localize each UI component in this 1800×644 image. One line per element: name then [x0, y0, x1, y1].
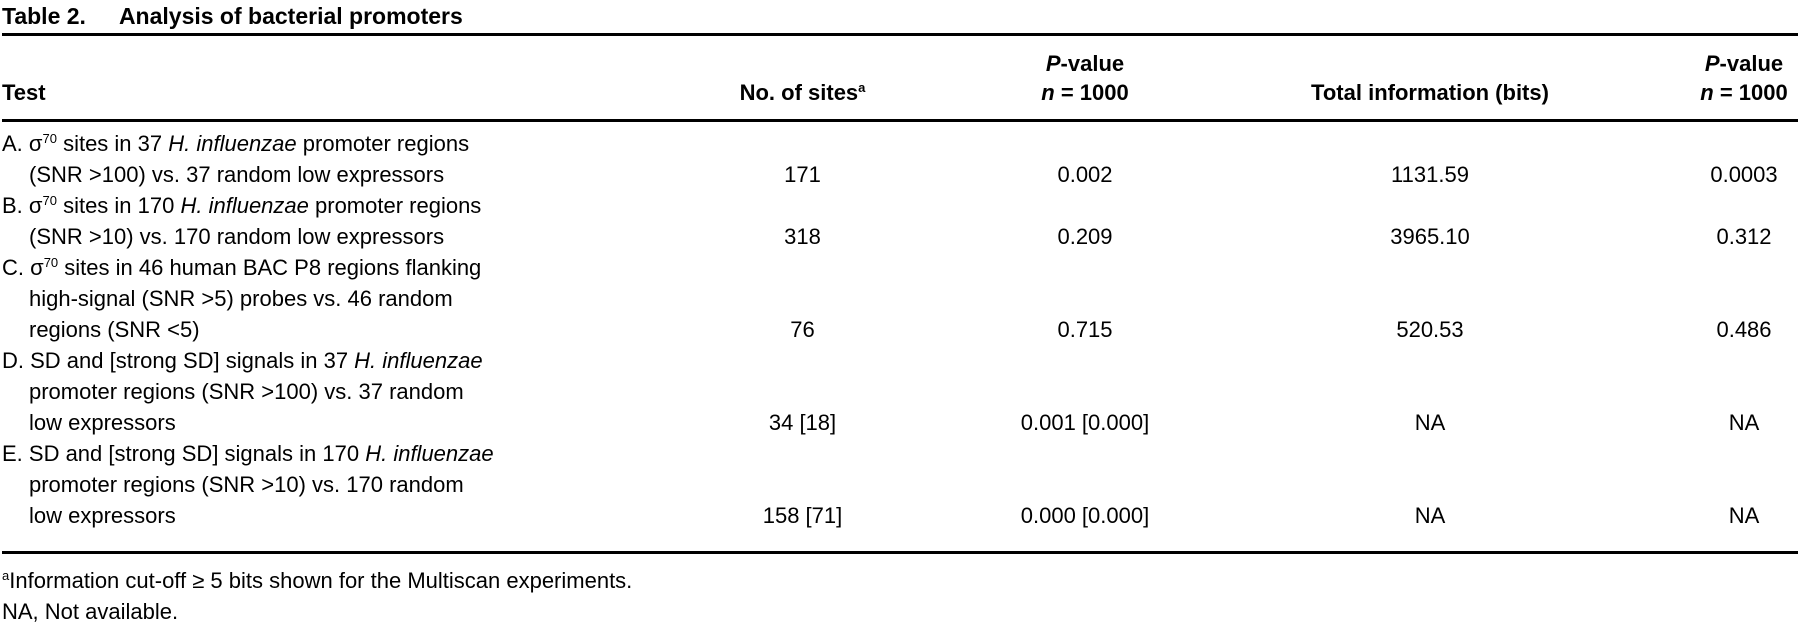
- test-cell: D. SD and [strong SD] signals in 37 H. i…: [2, 345, 645, 438]
- table-title: Table 2. Analysis of bacterial promoters: [2, 3, 1798, 30]
- table-body: A. σ70 sites in 37 H. influenzae promote…: [2, 121, 1798, 553]
- no-of-sites-cell: 158 [71]: [762, 503, 843, 528]
- pvalue-label: P-value: [1045, 51, 1125, 76]
- header-row: Test No. of sitesa P-value n = 1000 Tota…: [2, 36, 1798, 122]
- bacterial-promoters-table: Test No. of sitesa P-value n = 1000 Tota…: [2, 36, 1798, 554]
- table-number: Table 2.: [2, 3, 86, 29]
- total-information-cell: NA: [1414, 503, 1446, 528]
- pvalue-cell: 0.715: [1057, 317, 1113, 342]
- table-row: C. σ70 sites in 46 human BAC P8 regions …: [2, 252, 1798, 345]
- col-header-pvalue-2: P-value n = 1000: [1650, 36, 1798, 122]
- n-equals-1000-label: n = 1000: [1041, 80, 1129, 105]
- pvalue-cell: 0.001 [0.000]: [1020, 410, 1150, 435]
- pvalue-2-cell: 0.0003: [1710, 162, 1778, 187]
- pvalue-2-cell: NA: [1728, 503, 1760, 528]
- table-row: D. SD and [strong SD] signals in 37 H. i…: [2, 345, 1798, 438]
- no-of-sites-cell: 318: [784, 224, 821, 249]
- no-of-sites-cell: 76: [790, 317, 815, 342]
- test-description-line: promoter regions (SNR >10) vs. 170 rando…: [29, 472, 464, 497]
- test-cell: B. σ70 sites in 170 H. influenzae promot…: [2, 190, 645, 252]
- total-information-cell: 1131.59: [1391, 162, 1469, 187]
- title-divider: [2, 33, 1798, 36]
- footnotes: aInformation cut-off ≥ 5 bits shown for …: [2, 565, 1798, 627]
- total-information-cell: 3965.10: [1390, 224, 1470, 249]
- test-cell: C. σ70 sites in 46 human BAC P8 regions …: [2, 252, 645, 345]
- pvalue-cell: 0.002: [1057, 162, 1113, 187]
- total-information-cell: 520.53: [1396, 317, 1464, 342]
- pvalue-2-cell: 0.312: [1716, 224, 1772, 249]
- test-cell: A. σ70 sites in 37 H. influenzae promote…: [2, 121, 645, 191]
- test-description-line: C. σ70 sites in 46 human BAC P8 regions …: [2, 255, 482, 280]
- test-description-line: E. SD and [strong SD] signals in 170 H. …: [2, 441, 494, 466]
- pvalue-cell: 0.000 [0.000]: [1020, 503, 1150, 528]
- test-description-line: regions (SNR <5): [29, 317, 200, 342]
- test-description-line: high-signal (SNR >5) probes vs. 46 rando…: [29, 286, 453, 311]
- table-caption: Analysis of bacterial promoters: [118, 3, 463, 29]
- footnote-information-cutoff: aInformation cut-off ≥ 5 bits shown for …: [2, 568, 633, 593]
- test-description-line: A. σ70 sites in 37 H. influenzae promote…: [2, 131, 470, 156]
- pvalue-label: P-value: [1704, 51, 1784, 76]
- test-description-line: low expressors: [29, 503, 176, 528]
- table-row: A. σ70 sites in 37 H. influenzae promote…: [2, 121, 1798, 191]
- no-of-sites-cell: 34 [18]: [768, 410, 837, 435]
- col-header-total-information: Total information (bits): [1210, 36, 1650, 122]
- test-description-line: B. σ70 sites in 170 H. influenzae promot…: [2, 193, 482, 218]
- test-description-line: D. SD and [strong SD] signals in 37 H. i…: [2, 348, 483, 373]
- footnote-na-definition: NA, Not available.: [2, 599, 179, 624]
- no-of-sites-cell: 171: [784, 162, 821, 187]
- total-information-cell: NA: [1414, 410, 1446, 435]
- col-header-pvalue-1: P-value n = 1000: [960, 36, 1210, 122]
- table-row: B. σ70 sites in 170 H. influenzae promot…: [2, 190, 1798, 252]
- col-header-test: Test: [2, 36, 645, 122]
- table-row: E. SD and [strong SD] signals in 170 H. …: [2, 438, 1798, 553]
- pvalue-2-cell: 0.486: [1716, 317, 1772, 342]
- n-equals-1000-label: n = 1000: [1700, 80, 1788, 105]
- test-description-line: low expressors: [29, 410, 176, 435]
- pvalue-2-cell: NA: [1728, 410, 1760, 435]
- pvalue-cell: 0.209: [1057, 224, 1113, 249]
- table-header: Test No. of sitesa P-value n = 1000 Tota…: [2, 36, 1798, 122]
- col-header-no-of-sites: No. of sitesa: [645, 36, 960, 122]
- test-description-line: (SNR >100) vs. 37 random low expressors: [29, 162, 445, 187]
- test-cell: E. SD and [strong SD] signals in 170 H. …: [2, 438, 645, 553]
- test-description-line: promoter regions (SNR >100) vs. 37 rando…: [29, 379, 464, 404]
- test-description-line: (SNR >10) vs. 170 random low expressors: [29, 224, 445, 249]
